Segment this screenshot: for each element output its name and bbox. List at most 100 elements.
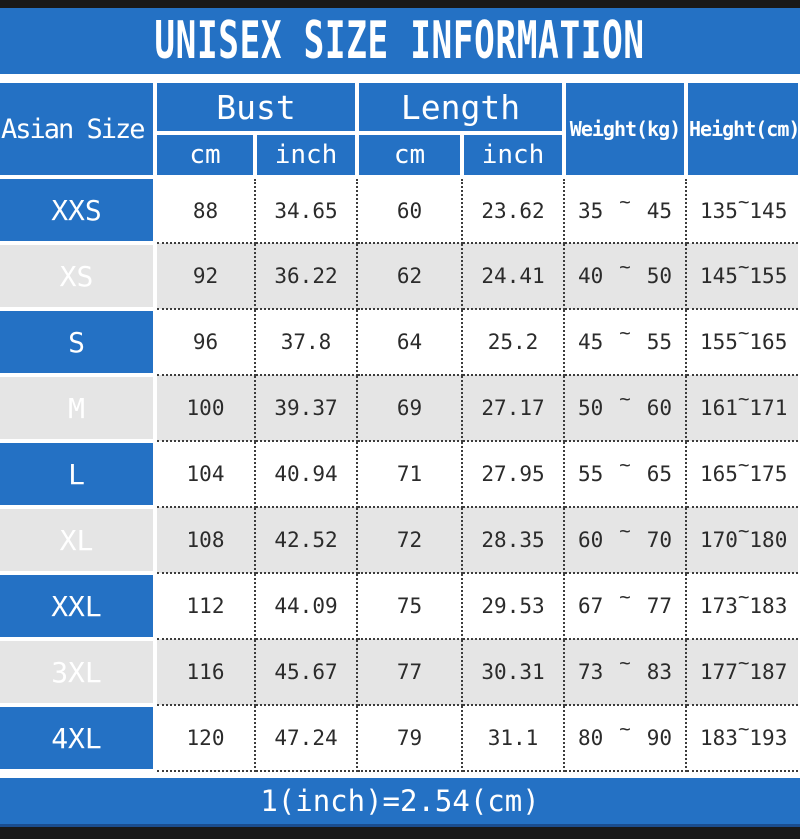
height-max: 171	[749, 396, 788, 420]
weight-min: 55	[578, 462, 604, 486]
length-inch-cell: 27.95	[461, 440, 566, 508]
height-header: Height(cm)	[684, 79, 800, 179]
size-table: Asian Size Bust Length Weight(kg) Height…	[0, 79, 800, 773]
size-cell: XXL	[0, 571, 157, 641]
bust-inch-cell: 40.94	[253, 440, 359, 508]
length-cm-cell: 64	[356, 308, 464, 376]
length-inch-cell: 28.35	[461, 506, 566, 574]
size-cell: 3XL	[0, 637, 157, 707]
height-min: 161	[700, 396, 738, 420]
size-cell: XL	[0, 505, 157, 575]
weight-range-cell: 50 ~ 60	[563, 374, 688, 442]
tilde-mark: ~	[619, 388, 631, 410]
height-min: 173	[700, 594, 738, 618]
weight-range-cell: 73 ~ 83	[563, 638, 688, 706]
weight-max: 55	[646, 330, 672, 354]
tilde-mark: ~	[619, 652, 631, 674]
height-range-cell: 165 ~ 175	[685, 440, 800, 508]
tilde-mark: ~	[737, 520, 750, 542]
weight-range-cell: 80 ~ 90	[563, 704, 688, 772]
height-max: 180	[749, 528, 788, 552]
length-cm-cell: 77	[356, 638, 464, 706]
table-row: XS 92 36.22 62 24.41 40 ~ 50 145 ~ 155	[0, 241, 800, 311]
weight-max: 77	[646, 594, 672, 618]
weight-max: 83	[646, 660, 672, 684]
table-row: 4XL 120 47.24 79 31.1 80 ~ 90 183 ~ 193	[0, 703, 800, 773]
bust-cm-cell: 108	[154, 506, 256, 574]
weight-min: 73	[578, 660, 604, 684]
tilde-mark: ~	[737, 322, 750, 344]
size-cell: M	[0, 373, 157, 443]
weight-range-cell: 35 ~ 45	[563, 176, 688, 244]
length-inch-cell: 27.17	[461, 374, 566, 442]
tilde-mark: ~	[619, 256, 631, 278]
tilde-mark: ~	[737, 586, 750, 608]
bust-inch-cell: 47.24	[253, 704, 359, 772]
table-row: M 100 39.37 69 27.17 50 ~ 60 161 ~ 171	[0, 373, 800, 443]
length-inch-cell: 30.31	[461, 638, 566, 706]
length-inch-cell: 31.1	[461, 704, 566, 772]
weight-min: 80	[578, 726, 604, 750]
height-min: 183	[700, 726, 738, 750]
length-cm-cell: 60	[356, 176, 464, 244]
weight-range-cell: 55 ~ 65	[563, 440, 688, 508]
tilde-mark: ~	[737, 388, 750, 410]
weight-range-cell: 67 ~ 77	[563, 572, 688, 640]
height-min: 135	[700, 198, 738, 223]
tilde-mark: ~	[619, 586, 631, 608]
top-border-bar	[0, 0, 800, 8]
size-cell: L	[0, 439, 157, 509]
tilde-mark: ~	[737, 454, 750, 476]
bust-inch-cell: 45.67	[253, 638, 359, 706]
weight-max: 50	[646, 264, 672, 288]
table-row: S 96 37.8 64 25.2 45 ~ 55 155 ~ 165	[0, 307, 800, 377]
weight-max: 70	[646, 528, 672, 552]
bottom-border-bar	[0, 827, 800, 839]
table-row: XXS 88 34.65 60 23.62 35 ~ 45 135 ~ 145	[0, 175, 800, 245]
height-min: 155	[700, 330, 738, 354]
weight-max: 60	[646, 396, 672, 420]
bust-inch-cell: 37.8	[253, 308, 359, 376]
bust-inch-header: inch	[252, 131, 360, 179]
length-group-header: Length	[355, 79, 567, 135]
corner-header-asian-size: Asian Size	[0, 79, 157, 179]
tilde-mark: ~	[737, 718, 750, 740]
bust-group-header: Bust	[152, 79, 360, 135]
length-inch-cell: 24.41	[461, 242, 566, 310]
height-range-cell: 170 ~ 180	[685, 506, 800, 574]
bust-cm-cell: 104	[154, 440, 256, 508]
length-cm-cell: 69	[356, 374, 464, 442]
tilde-mark: ~	[619, 520, 631, 542]
height-min: 170	[700, 528, 738, 552]
title-band: UNISEX SIZE INFORMATION	[0, 8, 800, 74]
height-max: 193	[749, 726, 788, 750]
weight-max: 45	[646, 198, 672, 223]
height-range-cell: 177 ~ 187	[685, 638, 800, 706]
page-title: UNISEX SIZE INFORMATION	[154, 11, 646, 71]
header-group-row: Asian Size Bust Length Weight(kg) Height…	[0, 79, 800, 179]
weight-max: 90	[646, 726, 672, 750]
size-cell: XS	[0, 241, 157, 311]
length-cm-cell: 79	[356, 704, 464, 772]
bust-cm-cell: 100	[154, 374, 256, 442]
height-max: 165	[749, 330, 788, 354]
tilde-mark: ~	[737, 256, 750, 278]
height-range-cell: 183 ~ 193	[685, 704, 800, 772]
length-cm-cell: 75	[356, 572, 464, 640]
weight-range-cell: 60 ~ 70	[563, 506, 688, 574]
tilde-mark: ~	[619, 718, 631, 740]
height-min: 177	[700, 660, 738, 684]
bust-cm-cell: 88	[154, 176, 256, 244]
bust-cm-cell: 120	[154, 704, 256, 772]
tilde-mark: ~	[619, 322, 631, 344]
tilde-mark: ~	[737, 190, 750, 213]
header-unit-row: cm inch cm inch	[0, 131, 800, 179]
footer-band: 1(inch)=2.54(cm)	[0, 778, 800, 827]
height-range-cell: 145 ~ 155	[685, 242, 800, 310]
tilde-mark: ~	[619, 454, 631, 476]
bust-inch-cell: 39.37	[253, 374, 359, 442]
table-row: L 104 40.94 71 27.95 55 ~ 65 165 ~ 175	[0, 439, 800, 509]
height-max: 145	[749, 198, 788, 223]
size-cell: 4XL	[0, 703, 157, 773]
bust-cm-cell: 92	[154, 242, 256, 310]
